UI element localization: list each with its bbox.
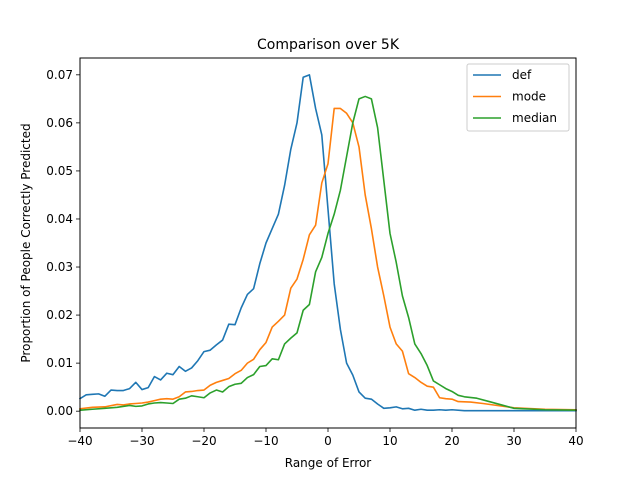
x-tick-label: 10 xyxy=(382,434,397,448)
y-tick-label: 0.01 xyxy=(46,356,73,370)
series-line-def xyxy=(78,74,577,412)
plot-frame xyxy=(79,57,577,429)
y-tick-label: 0.07 xyxy=(46,68,73,82)
series-layer xyxy=(78,74,577,412)
x-axis-ticks: −40 −30 −20 −10 0 10 20 30 40 xyxy=(67,428,584,448)
y-tick-label: 0.03 xyxy=(46,260,73,274)
y-tick-label: 0.04 xyxy=(46,212,73,226)
legend-box xyxy=(466,63,570,132)
y-tick-label: 0.02 xyxy=(46,308,73,322)
x-tick-label: 20 xyxy=(444,434,459,448)
y-tick-label: 0.06 xyxy=(46,116,73,130)
chart-title: Comparison over 5K xyxy=(257,37,400,53)
legend-items: def mode median xyxy=(473,68,557,125)
legend-label-median: median xyxy=(512,111,557,125)
x-tick-label: 30 xyxy=(506,434,521,448)
legend-label-mode: mode xyxy=(512,90,546,104)
x-tick-label: 40 xyxy=(568,434,583,448)
x-tick-label: 0 xyxy=(324,434,332,448)
series-line-median xyxy=(79,95,577,412)
y-axis-label: Proportion of People Correctly Predicted xyxy=(19,123,33,362)
series-line-mode xyxy=(79,107,577,411)
x-axis-label: Range of Error xyxy=(285,456,372,470)
legend-label-def: def xyxy=(512,68,532,82)
x-tick-label: −30 xyxy=(129,434,154,448)
x-tick-label: −40 xyxy=(67,434,92,448)
legend: def mode median xyxy=(466,63,570,132)
y-tick-label: 0.05 xyxy=(46,164,73,178)
y-tick-label: 0.00 xyxy=(46,404,73,418)
x-tick-label: −10 xyxy=(253,434,278,448)
y-axis-ticks: 0.00 0.01 0.02 0.03 0.04 0.05 0.06 0.07 xyxy=(46,68,80,418)
x-tick-label: −20 xyxy=(191,434,216,448)
